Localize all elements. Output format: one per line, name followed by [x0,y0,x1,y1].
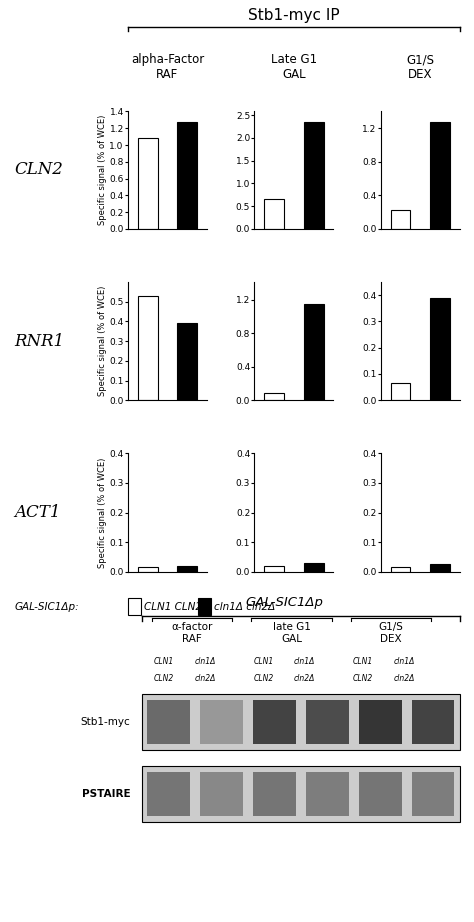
Text: cln2Δ: cln2Δ [194,674,216,683]
Text: alpha-Factor
RAF: alpha-Factor RAF [131,53,204,81]
Bar [430,123,450,229]
Text: CLN2: CLN2 [154,674,174,683]
Bar [177,566,197,572]
Bar [391,567,410,572]
Bar [304,304,323,400]
Text: CLN2: CLN2 [14,161,63,178]
Text: late G1
GAL: late G1 GAL [273,622,310,644]
Y-axis label: Specific signal (% of WCE): Specific signal (% of WCE) [98,457,107,568]
Bar [138,138,157,229]
Text: α-factor
RAF: α-factor RAF [171,622,213,644]
Text: G1/S
DEX: G1/S DEX [406,53,434,81]
Bar [264,566,284,572]
Bar [304,562,323,572]
Text: CLN1 CLN2: CLN1 CLN2 [144,602,201,611]
Bar [430,564,450,572]
Text: CLN2: CLN2 [353,674,374,683]
Bar [430,298,450,400]
Text: RNR1: RNR1 [14,333,64,349]
Text: cln1Δ cln2Δ: cln1Δ cln2Δ [214,602,275,611]
Text: CLN2: CLN2 [254,674,274,683]
Text: cln1Δ: cln1Δ [294,657,315,667]
Text: Stb1-myc: Stb1-myc [81,717,130,727]
Text: cln1Δ: cln1Δ [194,657,216,667]
Text: cln1Δ: cln1Δ [393,657,415,667]
Text: cln2Δ: cln2Δ [393,674,415,683]
Text: ACT1: ACT1 [14,504,61,521]
Text: cln2Δ: cln2Δ [294,674,315,683]
Text: CLN1: CLN1 [353,657,374,667]
Text: Late G1
GAL: Late G1 GAL [271,53,317,81]
Y-axis label: Specific signal (% of WCE): Specific signal (% of WCE) [98,286,107,396]
Bar [177,122,197,229]
Y-axis label: Specific signal (% of WCE): Specific signal (% of WCE) [98,114,107,225]
Bar [264,393,284,400]
Bar [264,199,284,229]
Text: Stb1-myc IP: Stb1-myc IP [248,8,340,23]
Bar [391,210,410,229]
Bar [138,296,157,400]
Bar [177,324,197,400]
Text: G1/S
DEX: G1/S DEX [379,622,403,644]
Bar [138,567,157,572]
Text: CLN1: CLN1 [254,657,274,667]
Text: GAL-SIC1Δp: GAL-SIC1Δp [246,596,323,609]
Bar [304,122,323,229]
Text: PSTAIRE: PSTAIRE [82,789,130,798]
Bar [391,384,410,400]
Text: CLN1: CLN1 [154,657,174,667]
Text: GAL-SIC1Δp:: GAL-SIC1Δp: [14,602,79,611]
